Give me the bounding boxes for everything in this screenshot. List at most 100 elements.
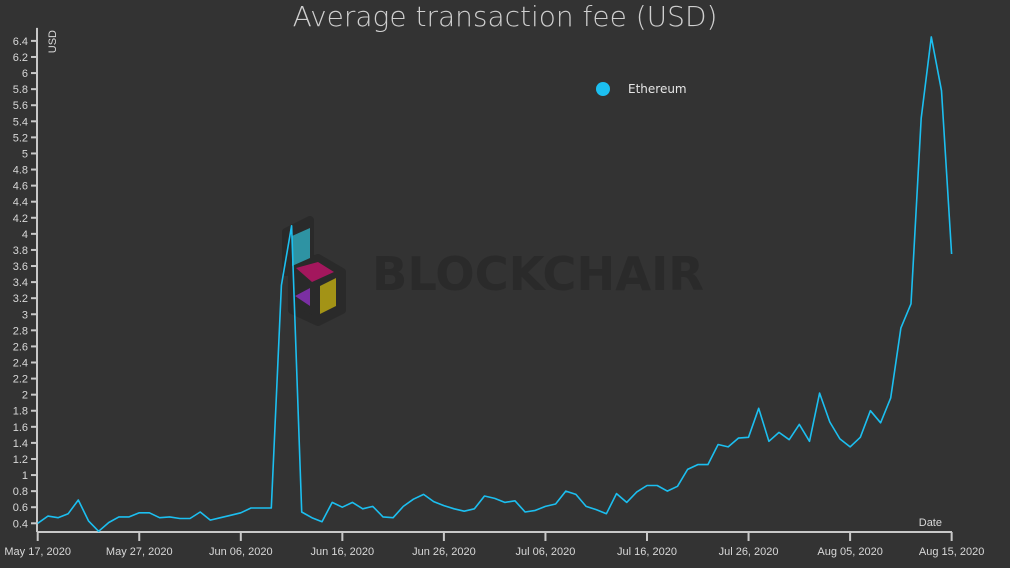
data-point[interactable] <box>685 466 691 472</box>
data-point[interactable] <box>898 325 904 331</box>
data-point[interactable] <box>421 491 427 497</box>
data-point[interactable] <box>217 515 223 521</box>
data-point[interactable] <box>593 507 599 513</box>
data-point[interactable] <box>350 499 356 505</box>
data-point[interactable] <box>644 483 650 489</box>
data-point[interactable] <box>85 518 91 524</box>
data-point[interactable] <box>908 301 914 307</box>
data-point[interactable] <box>705 462 711 468</box>
data-point[interactable] <box>674 483 680 489</box>
data-point[interactable] <box>289 223 295 229</box>
data-point[interactable] <box>146 510 152 516</box>
y-tick-label: 0.4 <box>13 518 28 530</box>
data-point[interactable] <box>380 514 386 520</box>
data-point[interactable] <box>126 514 132 520</box>
data-point[interactable] <box>614 491 620 497</box>
data-point[interactable] <box>187 515 193 521</box>
data-point[interactable] <box>471 506 477 512</box>
data-point[interactable] <box>806 438 812 444</box>
data-point[interactable] <box>319 519 325 525</box>
data-point[interactable] <box>725 444 731 450</box>
data-point[interactable] <box>431 499 437 505</box>
data-point[interactable] <box>553 501 559 507</box>
data-point[interactable] <box>847 444 853 450</box>
data-point[interactable] <box>512 498 518 504</box>
legend-label-ethereum[interactable]: Ethereum <box>628 82 687 96</box>
data-point[interactable] <box>867 408 873 414</box>
y-tick-label: 4.4 <box>13 197 28 209</box>
data-point[interactable] <box>268 505 274 511</box>
data-point[interactable] <box>786 437 792 443</box>
data-point[interactable] <box>756 405 762 411</box>
data-point[interactable] <box>502 499 508 505</box>
data-point[interactable] <box>746 434 752 440</box>
y-tick-label: 4.2 <box>13 213 28 225</box>
data-point[interactable] <box>400 503 406 509</box>
data-point[interactable] <box>918 115 924 121</box>
x-tick-label: Jun 06, 2020 <box>209 546 273 558</box>
data-point[interactable] <box>197 509 203 515</box>
data-point[interactable] <box>482 493 488 499</box>
data-point[interactable] <box>634 489 640 495</box>
data-point[interactable] <box>116 514 122 520</box>
data-point[interactable] <box>654 483 660 489</box>
data-point[interactable] <box>177 515 183 521</box>
data-point[interactable] <box>624 499 630 505</box>
data-point[interactable] <box>938 88 944 94</box>
data-point[interactable] <box>360 506 366 512</box>
data-point[interactable] <box>248 505 254 511</box>
y-tick-label: 3.4 <box>13 277 28 289</box>
data-point[interactable] <box>776 429 782 435</box>
data-point[interactable] <box>410 496 416 502</box>
data-point[interactable] <box>766 438 772 444</box>
data-point[interactable] <box>45 513 51 519</box>
data-point[interactable] <box>157 515 163 521</box>
data-point[interactable] <box>106 519 112 525</box>
data-point[interactable] <box>207 517 213 523</box>
data-point[interactable] <box>928 34 934 40</box>
data-point[interactable] <box>370 503 376 509</box>
data-point[interactable] <box>695 462 701 468</box>
data-point[interactable] <box>563 488 569 494</box>
data-point[interactable] <box>878 420 884 426</box>
data-point[interactable] <box>75 497 81 503</box>
data-point[interactable] <box>96 528 102 534</box>
legend-marker-ethereum[interactable] <box>596 82 610 96</box>
data-point[interactable] <box>837 436 843 442</box>
data-point[interactable] <box>857 434 863 440</box>
data-point[interactable] <box>827 419 833 425</box>
data-point[interactable] <box>949 251 955 257</box>
data-point[interactable] <box>542 503 548 509</box>
data-point[interactable] <box>55 515 61 521</box>
data-point[interactable] <box>329 499 335 505</box>
data-point[interactable] <box>339 504 345 510</box>
data-point[interactable] <box>258 505 264 511</box>
data-point[interactable] <box>888 395 894 401</box>
data-point[interactable] <box>238 510 244 516</box>
series-line-ethereum[interactable] <box>37 36 953 533</box>
data-point[interactable] <box>664 488 670 494</box>
data-point[interactable] <box>522 509 528 515</box>
data-point[interactable] <box>441 503 447 509</box>
data-point[interactable] <box>451 506 457 512</box>
data-point[interactable] <box>136 510 142 516</box>
data-point[interactable] <box>65 511 71 517</box>
data-point[interactable] <box>390 515 396 521</box>
data-point[interactable] <box>735 435 741 441</box>
data-point[interactable] <box>299 509 305 515</box>
data-point[interactable] <box>796 421 802 427</box>
data-point[interactable] <box>603 511 609 517</box>
data-point[interactable] <box>278 282 284 288</box>
data-point[interactable] <box>35 520 41 526</box>
data-point[interactable] <box>573 491 579 497</box>
data-point[interactable] <box>492 495 498 501</box>
data-point[interactable] <box>583 503 589 509</box>
legend[interactable]: Ethereum <box>596 82 687 96</box>
data-point[interactable] <box>228 512 234 518</box>
data-point[interactable] <box>532 507 538 513</box>
data-point[interactable] <box>461 508 467 514</box>
data-point[interactable] <box>167 514 173 520</box>
data-point[interactable] <box>309 515 315 521</box>
data-point[interactable] <box>817 390 823 396</box>
data-point[interactable] <box>715 442 721 448</box>
